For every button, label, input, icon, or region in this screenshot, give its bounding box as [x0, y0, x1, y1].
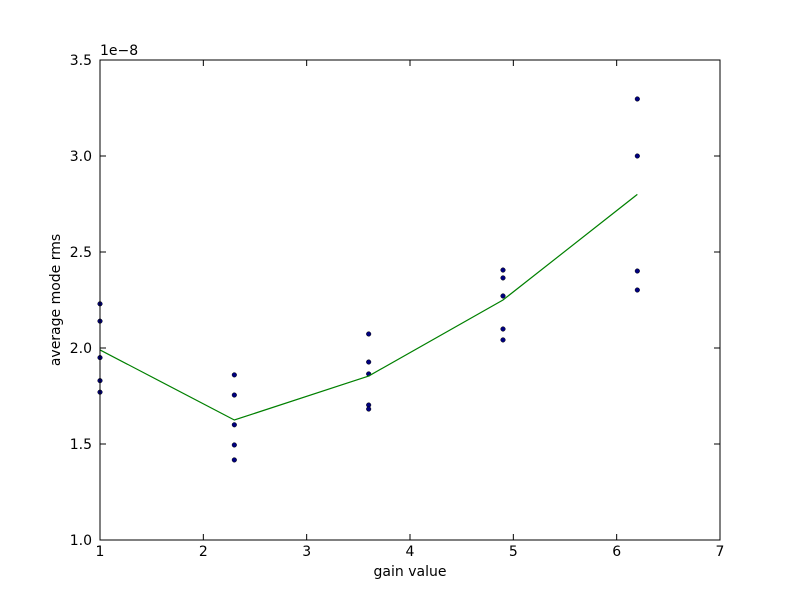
x-tick-label: 2	[199, 544, 208, 560]
scatter-point	[500, 326, 506, 332]
line	[99, 193, 638, 421]
scatter-point	[231, 442, 237, 448]
x-tick-label: 1	[96, 544, 105, 560]
y-tick-label: 3.5	[70, 53, 92, 69]
y-axis-label: average mode rms	[48, 234, 64, 366]
scatter-point	[500, 275, 506, 281]
y-tick-label: 1.5	[70, 437, 92, 453]
y-tick-label: 3.0	[70, 149, 92, 165]
x-tick-label: 3	[302, 544, 311, 560]
scatter-point	[634, 268, 640, 274]
scatter-point	[634, 96, 640, 102]
scatter-point	[231, 392, 237, 398]
x-axis-label: gain value	[374, 564, 447, 580]
scatter-point	[500, 267, 506, 273]
x-tick-label: 5	[509, 544, 518, 560]
scatter-point	[634, 287, 640, 293]
y-tick-label: 2.5	[70, 245, 92, 261]
x-tick-label: 4	[406, 544, 415, 560]
y-offset-text: 1e−8	[100, 43, 138, 59]
scatter-point	[634, 153, 640, 159]
scatter-point	[231, 372, 237, 378]
scatter-point	[366, 359, 372, 365]
y-tick-label: 2.0	[70, 341, 92, 357]
y-tick-label: 1.0	[70, 533, 92, 549]
scatter-point	[500, 293, 506, 299]
scatter-point	[366, 406, 372, 412]
plot-frame	[99, 59, 721, 541]
scatter-point	[231, 422, 237, 428]
scatter-point	[500, 337, 506, 343]
x-tick-label: 6	[612, 544, 621, 560]
x-tick-label: 7	[716, 544, 725, 560]
scatter-point	[231, 457, 237, 463]
scatter-point	[366, 331, 372, 337]
